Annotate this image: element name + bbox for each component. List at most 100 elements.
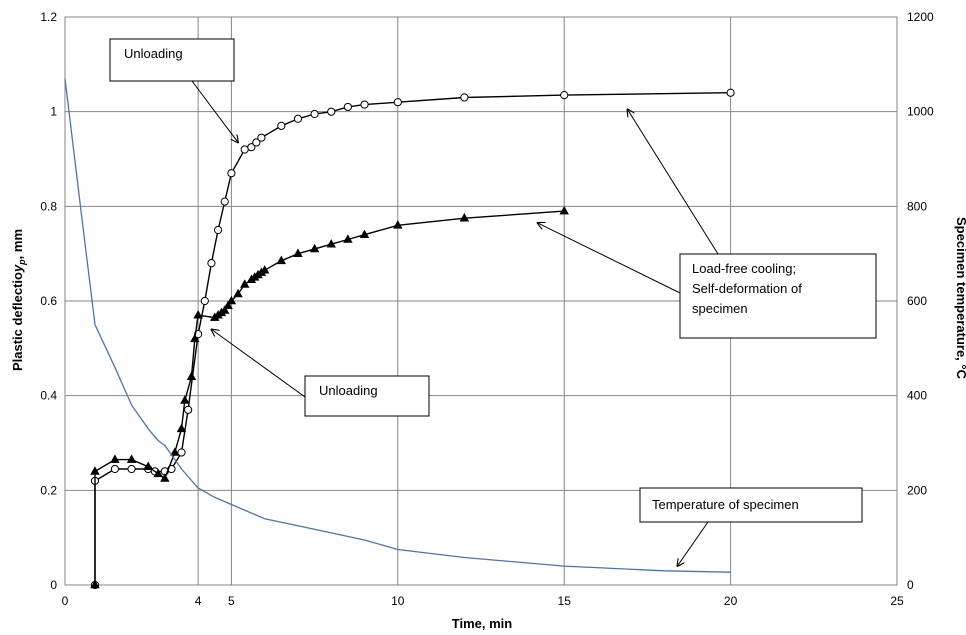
callout-arrow [677, 521, 709, 566]
y-axis-title-tail: , mm [10, 229, 25, 259]
y-tick-label: 0.2 [40, 483, 57, 497]
circle-point [184, 405, 193, 414]
circle-point [257, 133, 266, 142]
triangle-point [126, 454, 137, 463]
y-tick-label: 0 [50, 578, 57, 592]
x-tick-label: 20 [724, 594, 738, 608]
triangle-point [180, 395, 190, 404]
triangle-point [170, 447, 180, 456]
triangle-point [393, 220, 403, 229]
circle-point [240, 145, 249, 154]
y2-axis-title: Specimen temperature, °C [954, 217, 966, 380]
y2-tick-label: 800 [907, 199, 927, 213]
callout-text: Load-free cooling; [692, 261, 796, 276]
triangle-point [276, 255, 287, 265]
triangle-point [343, 234, 353, 243]
y2-tick-label: 1000 [907, 105, 934, 119]
circle-point [252, 138, 261, 147]
series-line-3 [64, 78, 731, 573]
triangle-point [193, 310, 203, 319]
circle-point [360, 100, 369, 109]
y-axis-title-main: Plastic deflectio [10, 272, 25, 371]
triangle-point [186, 371, 197, 381]
callout-box [304, 375, 430, 417]
triangle-point [223, 300, 233, 310]
y2-tick-label: 0 [907, 578, 914, 592]
circle-point [310, 109, 319, 119]
circle-point [110, 464, 120, 474]
circle-point [277, 121, 286, 130]
y-tick-label: 1.2 [40, 10, 57, 24]
triangle-point [359, 229, 370, 239]
axes: 0 0.2 0.4 0.6 0.8 1 1.2 0 200 400 600 800 1000 1200 0 4… [40, 10, 934, 608]
x-tick-label: 10 [391, 594, 405, 608]
triangle-point [110, 454, 120, 463]
triangle-point [90, 579, 100, 589]
circle-point [327, 107, 336, 116]
triangle-point [559, 205, 569, 215]
circle-point [247, 143, 256, 152]
y-axis-title-subscript: p [17, 259, 27, 266]
triangle-point [190, 333, 200, 343]
y2-tick-label: 400 [907, 389, 927, 403]
triangle-point [143, 461, 153, 470]
y2-tick-label: 1200 [907, 10, 934, 24]
circle-point [220, 197, 229, 206]
y2-tick-label: 600 [907, 294, 927, 308]
triangle-point [226, 295, 237, 305]
circle-point [227, 169, 236, 178]
x-tick-label: 4 [195, 594, 202, 608]
triangle-point [459, 213, 470, 222]
callout-text: Unloading [319, 383, 378, 398]
callout-arrow [211, 329, 306, 398]
triangle-point [259, 265, 270, 274]
triangle-point [293, 248, 303, 257]
circle-point [177, 448, 186, 457]
y-axis-title-symbol: y [10, 264, 25, 273]
circle-point [200, 296, 209, 306]
y-tick-label: 1 [50, 105, 57, 119]
circle-point [207, 259, 216, 268]
x-axis-title: Time, min [452, 616, 513, 631]
annotation-callout: Temperature of specimen [639, 487, 863, 566]
triangle-point [240, 279, 250, 288]
triangle-point [153, 468, 163, 478]
callout-box [679, 253, 877, 339]
y-tick-label: 0.8 [40, 199, 57, 213]
circle-point [726, 88, 735, 97]
callout-text: Self-deformation of [692, 281, 802, 296]
x-tick-label: 15 [558, 594, 572, 608]
circle-point [560, 91, 569, 100]
x-tick-label: 5 [228, 594, 235, 608]
callout-text: specimen [692, 301, 748, 316]
triangle-point [326, 239, 336, 248]
circle-point [127, 464, 136, 474]
triangle-point [220, 305, 230, 314]
circle-point [460, 93, 469, 102]
x-tick-label: 0 [62, 594, 69, 608]
callout-box [639, 487, 863, 523]
circle-point [213, 225, 223, 235]
callout-arrow [627, 109, 719, 255]
y2-tick-label: 200 [907, 483, 927, 497]
triangle-point [233, 288, 243, 298]
circle-point [293, 114, 303, 123]
y-tick-label: 0.6 [40, 294, 57, 308]
callout-text: Temperature of specimen [652, 497, 799, 512]
series-group [64, 78, 735, 590]
triangle-point [309, 243, 320, 253]
circle-point [343, 102, 352, 112]
triangle-point [160, 473, 170, 482]
plot-frame [64, 16, 898, 586]
y-axis-title: Plastic deflectioyp, mm [10, 229, 27, 371]
triangle-point [176, 423, 187, 433]
series-line-1 [94, 92, 731, 585]
annotation-callout: Unloading [211, 329, 430, 417]
circle-point [393, 98, 402, 107]
y-tick-label: 0.4 [40, 389, 57, 403]
triangle-point [90, 466, 100, 475]
callout-box [109, 38, 235, 82]
annotation-callout: Unloading [109, 38, 238, 142]
annotation-callout: Load-free cooling; Self-deformation of spe… [538, 109, 877, 339]
